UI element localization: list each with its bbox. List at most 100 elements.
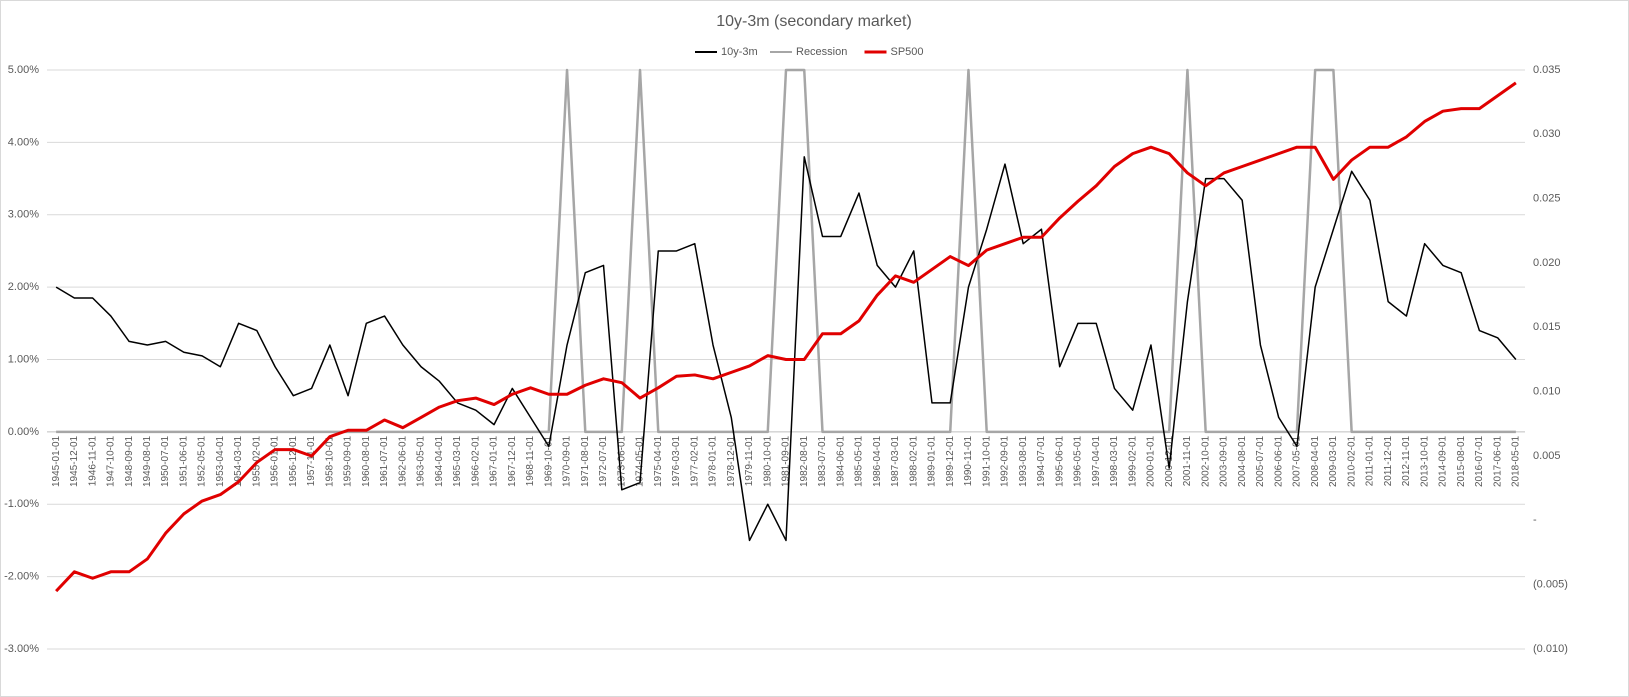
- legend-label: 10y-3m: [721, 46, 758, 58]
- x-tick-label: 1989-01-01: [927, 435, 938, 487]
- y-tick-label: -1.00%: [4, 498, 39, 510]
- x-tick-label: 2011-12-01: [1383, 435, 1394, 486]
- x-tick-label: 2007-05-01: [1292, 435, 1303, 487]
- x-tick-label: 1965-03-01: [452, 435, 463, 487]
- y-tick-label: -2.00%: [4, 571, 39, 583]
- x-tick-label: 1945-12-01: [69, 435, 80, 487]
- x-tick-label: 1985-05-01: [854, 435, 865, 487]
- x-tick-label: 1984-06-01: [835, 435, 846, 487]
- x-tick-label: 1950-07-01: [160, 435, 171, 487]
- x-tick-label: 1945-01-01: [51, 435, 62, 487]
- x-tick-label: 2008-04-01: [1310, 435, 1321, 487]
- x-tick-label: 1986-04-01: [872, 435, 883, 487]
- x-tick-label: 1989-12-01: [945, 435, 956, 487]
- x-tick-label: 1976-03-01: [671, 435, 682, 487]
- x-tick-label: 2000-01-01: [1146, 435, 1157, 487]
- y2-tick-label: 0.010: [1533, 386, 1561, 398]
- y2-tick-label: 0.030: [1533, 128, 1561, 140]
- y-tick-label: 5.00%: [8, 64, 39, 76]
- x-tick-label: 1987-03-01: [890, 435, 901, 487]
- y2-tick-label: -: [1533, 514, 1537, 526]
- x-tick-label: 2004-08-01: [1237, 435, 1248, 487]
- x-tick-label: 1980-10-01: [762, 435, 773, 487]
- x-tick-label: 1979-11-01: [744, 435, 755, 486]
- x-tick-label: 2014-09-01: [1438, 435, 1449, 487]
- x-tick-label: 1977-02-01: [689, 435, 700, 487]
- x-tick-label: 1964-04-01: [434, 435, 445, 487]
- x-tick-label: 1992-09-01: [1000, 435, 1011, 487]
- x-tick-label: 1954-03-01: [233, 435, 244, 487]
- x-tick-label: 1963-05-01: [416, 435, 427, 487]
- x-tick-label: 1971-08-01: [580, 435, 591, 487]
- x-tick-label: 2009-03-01: [1328, 435, 1339, 487]
- x-tick-label: 1995-06-01: [1054, 435, 1065, 487]
- x-tick-label: 1998-03-01: [1109, 435, 1120, 487]
- y-tick-label: -3.00%: [4, 643, 39, 655]
- x-tick-label: 1969-10-01: [543, 435, 554, 487]
- y-tick-label: 4.00%: [8, 136, 39, 148]
- x-tick-label: 1947-10-01: [106, 435, 117, 487]
- x-tick-label: 1956-12-01: [288, 435, 299, 487]
- y2-tick-label: 0.015: [1533, 321, 1561, 333]
- x-tick-label: 1952-05-01: [197, 435, 208, 487]
- y-tick-label: 3.00%: [8, 209, 39, 221]
- y2-tick-label: (0.005): [1533, 579, 1568, 591]
- x-tick-label: 1968-11-01: [525, 435, 536, 486]
- x-tick-label: 2002-10-01: [1200, 435, 1211, 487]
- x-tick-label: 2013-10-01: [1419, 435, 1430, 487]
- x-tick-label: 2005-07-01: [1255, 435, 1266, 487]
- x-tick-label: 1966-02-01: [470, 435, 481, 487]
- series-line: [55, 156, 1517, 542]
- x-tick-label: 1970-09-01: [562, 435, 573, 487]
- x-tick-label: 1948-09-01: [124, 435, 135, 487]
- x-tick-label: 1983-07-01: [817, 435, 828, 487]
- x-tick-label: 1953-04-01: [215, 435, 226, 487]
- x-tick-label: 1956-01-01: [270, 435, 281, 487]
- x-tick-label: 1991-10-01: [981, 435, 992, 487]
- series-line: [56, 68, 1516, 434]
- y2-tick-label: 0.035: [1533, 64, 1561, 76]
- x-tick-label: 1949-08-01: [142, 435, 153, 487]
- x-tick-label: 1988-02-01: [908, 435, 919, 487]
- x-tick-label: 1946-11-01: [87, 435, 98, 486]
- x-tick-label: 2015-08-01: [1456, 435, 1467, 487]
- chart-title: 10y-3m (secondary market): [716, 13, 912, 30]
- y2-tick-label: 0.020: [1533, 257, 1561, 269]
- x-tick-label: 1960-08-01: [361, 435, 372, 487]
- x-tick-label: 1994-07-01: [1036, 435, 1047, 487]
- x-tick-label: 1981-09-01: [781, 435, 792, 487]
- x-tick-label: 1997-04-01: [1091, 435, 1102, 487]
- x-tick-label: 1972-07-01: [598, 435, 609, 487]
- x-tick-label: 2006-06-01: [1273, 435, 1284, 487]
- x-tick-label: 1951-06-01: [178, 435, 189, 487]
- y-tick-label: 0.00%: [8, 426, 39, 438]
- x-tick-label: 2011-01-01: [1365, 435, 1376, 486]
- x-tick-label: 1973-06-01: [616, 435, 627, 487]
- x-tick-label: 1978-12-01: [726, 435, 737, 487]
- x-tick-label: 1967-01-01: [489, 435, 500, 487]
- y-tick-label: 1.00%: [8, 353, 39, 365]
- x-tick-label: 1982-08-01: [799, 435, 810, 487]
- x-tick-label: 2001-11-01: [1182, 435, 1193, 486]
- y-tick-label: 2.00%: [8, 281, 39, 293]
- x-tick-label: 1978-01-01: [708, 435, 719, 487]
- x-tick-label: 1993-08-01: [1018, 435, 1029, 487]
- x-tick-label: 1959-09-01: [343, 435, 354, 487]
- x-tick-label: 1957-11-01: [306, 435, 317, 486]
- x-tick-label: 1974-05-01: [635, 435, 646, 487]
- x-tick-label: 1975-04-01: [653, 435, 664, 487]
- x-tick-label: 2003-09-01: [1219, 435, 1230, 487]
- x-tick-label: 1961-07-01: [379, 435, 390, 487]
- series-line: [55, 81, 1517, 593]
- x-tick-label: 1962-06-01: [397, 435, 408, 487]
- x-tick-label: 2010-02-01: [1346, 435, 1357, 487]
- x-tick-label: 1990-11-01: [963, 435, 974, 486]
- x-tick-label: 1958-10-01: [324, 435, 335, 487]
- x-tick-label: 1999-02-01: [1127, 435, 1138, 487]
- legend-label: Recession: [796, 46, 847, 58]
- y2-tick-label: (0.010): [1533, 643, 1568, 655]
- y2-tick-label: 0.005: [1533, 450, 1561, 462]
- x-tick-label: 2012-11-01: [1401, 435, 1412, 486]
